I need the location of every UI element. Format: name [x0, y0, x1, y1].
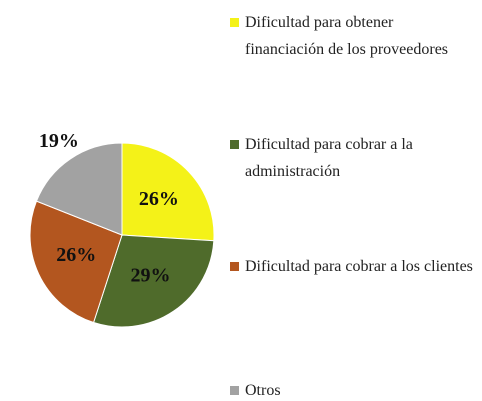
- pie-slice: [29, 200, 123, 324]
- legend-label: Dificultad para cobrar a la administraci…: [245, 136, 413, 180]
- legend-entry: Dificultad para cobrar a la administraci…: [230, 134, 475, 185]
- legend-label: Dificultad para cobrar a los clientes: [245, 258, 473, 275]
- pie-slice: [35, 142, 123, 236]
- legend-swatch: [230, 386, 239, 395]
- legend-entry: Dificultad para obtener financiación de …: [230, 12, 475, 63]
- data-label: 29%: [130, 264, 170, 286]
- pie-slice: [92, 234, 215, 328]
- data-label: 19%: [39, 130, 79, 152]
- legend-swatch: [230, 262, 239, 271]
- legend-entry: Dificultad para cobrar a los clientes: [230, 256, 475, 280]
- pie: 26% 29% 26% 19%: [29, 130, 215, 328]
- legend-label: Otros: [245, 382, 281, 399]
- legend-swatch: [230, 18, 239, 27]
- legend-label: Dificultad para obtener financiación de …: [245, 14, 449, 58]
- legend-swatch: [230, 140, 239, 149]
- legend-entry: Otros: [230, 380, 475, 401]
- data-label: 26%: [139, 188, 179, 210]
- data-label: 26%: [56, 244, 96, 266]
- pie-slice: [121, 142, 215, 242]
